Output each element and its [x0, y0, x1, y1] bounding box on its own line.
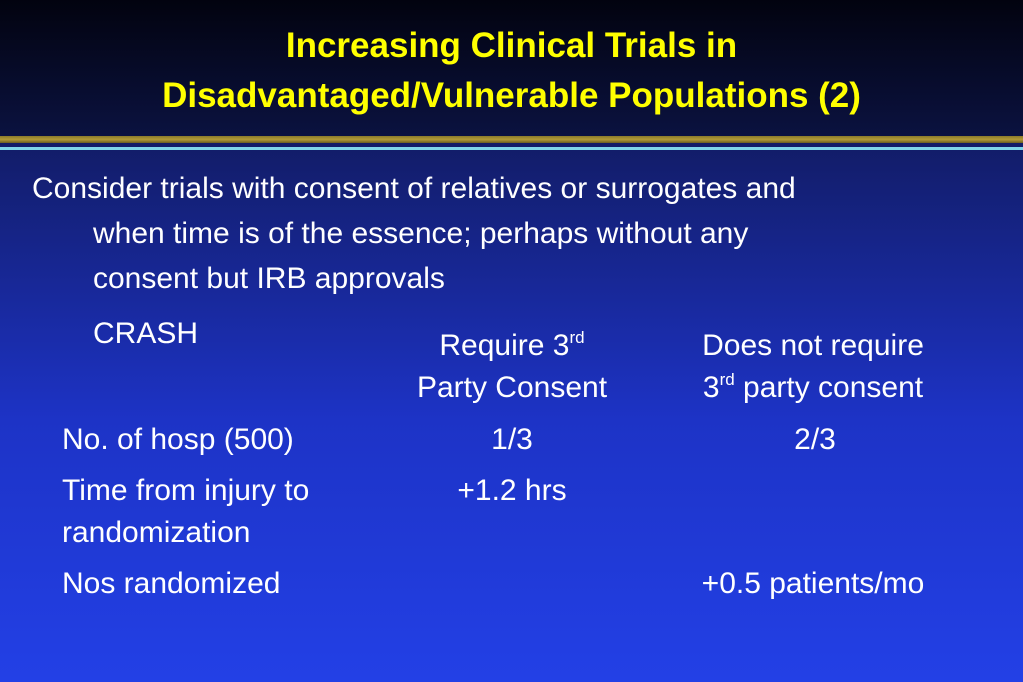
col1-header-line-1: Require 3rd: [439, 328, 585, 362]
slide-title-line-1: Increasing Clinical Trials in: [285, 26, 738, 65]
col2-header: Does not require 3rd party consent: [668, 325, 958, 409]
row-time-col1: +1.2 hrs: [457, 474, 567, 507]
bullet-consider-trials: Consider trials with consent of relative…: [32, 166, 1007, 301]
bullet-line-1: Consider trials with consent of relative…: [32, 172, 796, 205]
col2-header-line-1: Does not require: [702, 329, 924, 362]
row-label-time-line-1: Time from injury to: [62, 474, 310, 507]
title-bar: [0, 0, 1023, 136]
row-hosp-col2: 2/3: [794, 423, 836, 456]
row-label-hosp: No. of hosp (500): [62, 423, 294, 456]
slide-title-line-2: Disadvantaged/Vulnerable Populations (2): [162, 76, 861, 115]
row-label-time-line-2: randomization: [62, 516, 251, 549]
title-divider-gold: [0, 136, 1023, 143]
row-hosp-col1: 1/3: [491, 423, 533, 456]
col1-header-line-2: Party Consent: [416, 371, 608, 404]
row-label-randomized: Nos randomized: [62, 567, 281, 600]
bullet-line-3: consent but IRB approvals: [93, 262, 445, 295]
bullet-line-2: when time is of the essence; perhaps wit…: [93, 217, 749, 250]
row-label-time: Time from injury to randomization: [62, 470, 309, 554]
col1-header: Require 3rd Party Consent: [390, 325, 634, 409]
table-label-crash: CRASH: [93, 317, 199, 350]
row-randomized-col2: +0.5 patients/mo: [701, 567, 925, 600]
col2-header-line-2: 3rd party consent: [702, 370, 924, 404]
title-divider-cyan: [0, 147, 1023, 150]
